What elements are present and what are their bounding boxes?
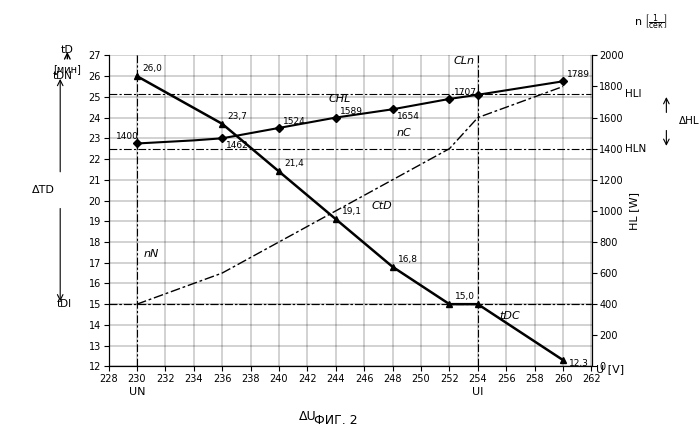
Text: ФИГ. 2: ФИГ. 2 — [314, 414, 358, 426]
Text: 1789: 1789 — [567, 70, 590, 79]
Text: 15,0: 15,0 — [455, 292, 475, 301]
Text: HLN: HLN — [625, 144, 647, 154]
Text: 1707: 1707 — [454, 88, 477, 97]
Text: ΔU: ΔU — [299, 410, 316, 423]
Text: 26,0: 26,0 — [143, 64, 162, 73]
Text: ΔTD: ΔTD — [32, 185, 55, 195]
Text: tD: tD — [61, 46, 74, 55]
Text: ΔHL: ΔHL — [678, 116, 699, 127]
Text: n $\left[\frac{1}{\text{сек}}\right]$: n $\left[\frac{1}{\text{сек}}\right]$ — [634, 13, 668, 32]
Text: CHL: CHL — [329, 94, 351, 104]
Text: nC: nC — [397, 128, 412, 138]
Text: tDN: tDN — [52, 71, 72, 81]
Y-axis label: HL [W]: HL [W] — [629, 192, 639, 230]
Text: 16,8: 16,8 — [398, 255, 419, 264]
Text: 1654: 1654 — [397, 112, 420, 121]
Text: nN: nN — [144, 248, 160, 259]
Text: UN: UN — [129, 387, 145, 397]
Text: 1524: 1524 — [284, 117, 306, 126]
Text: [мин]: [мин] — [53, 64, 81, 74]
Text: 12,3: 12,3 — [569, 360, 589, 368]
Text: 23,7: 23,7 — [228, 112, 248, 121]
Text: tDC: tDC — [499, 311, 520, 321]
Text: HLI: HLI — [625, 89, 642, 99]
Text: 19,1: 19,1 — [342, 207, 361, 216]
Text: CtD: CtD — [371, 201, 392, 211]
Text: 1400: 1400 — [116, 132, 139, 141]
Text: UI: UI — [473, 387, 484, 397]
Text: U [V]: U [V] — [596, 365, 624, 374]
Text: tDI: tDI — [57, 299, 72, 309]
Text: CLn: CLn — [453, 56, 474, 66]
Text: 21,4: 21,4 — [285, 159, 304, 168]
Text: 1589: 1589 — [340, 106, 363, 115]
Text: 1462: 1462 — [226, 141, 249, 150]
